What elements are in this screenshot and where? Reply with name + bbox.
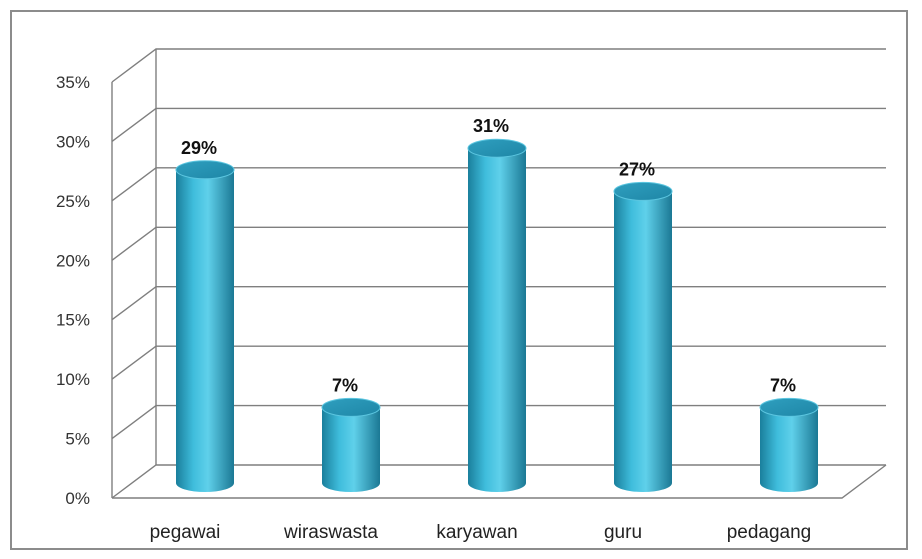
- bar-guru: 27%: [613, 159, 673, 492]
- y-axis-ticks: 0% 5% 10% 15% 20% 25% 30% 35%: [56, 73, 90, 508]
- x-category-label: karyawan: [436, 522, 517, 543]
- bar-top: [321, 397, 381, 417]
- bar-body: [176, 169, 234, 493]
- y-tick-label: 5%: [65, 430, 90, 449]
- gridline: [111, 48, 886, 83]
- floor-edge: [112, 464, 887, 499]
- bar-top: [175, 160, 235, 180]
- x-category-label: pedagang: [727, 522, 812, 543]
- y-tick-label: 30%: [56, 132, 90, 151]
- bar-top: [467, 138, 527, 158]
- bar-body: [760, 407, 818, 492]
- chart-frame: [10, 10, 908, 550]
- bar-body: [322, 407, 380, 492]
- bars: 29% 7% 31% 27% 7%: [175, 116, 819, 493]
- data-label: 7%: [770, 375, 796, 395]
- bar-karyawan: 31%: [467, 116, 527, 492]
- data-label: 29%: [181, 138, 217, 158]
- x-category-label: pegawai: [150, 522, 221, 543]
- x-category-label: guru: [604, 522, 642, 543]
- data-label: 31%: [473, 116, 509, 136]
- bar-pegawai: 29%: [175, 138, 235, 493]
- data-label: 7%: [332, 375, 358, 395]
- x-category-label: wiraswasta: [283, 522, 378, 543]
- x-axis-categories: pegawai wiraswasta karyawan guru pedagang: [150, 522, 812, 543]
- y-tick-label: 15%: [56, 311, 90, 330]
- y-tick-label: 0%: [65, 489, 90, 508]
- y-tick-label: 35%: [56, 73, 90, 92]
- bar-body: [468, 148, 526, 492]
- y-tick-label: 25%: [56, 192, 90, 211]
- y-tick-label: 10%: [56, 370, 90, 389]
- y-tick-label: 20%: [56, 251, 90, 270]
- data-label: 27%: [619, 159, 655, 179]
- bar-top: [613, 181, 673, 201]
- bar-wiraswasta: 7%: [321, 375, 381, 492]
- bar-body: [614, 191, 672, 492]
- bar-pedagang: 7%: [759, 375, 819, 492]
- bar-top: [759, 397, 819, 417]
